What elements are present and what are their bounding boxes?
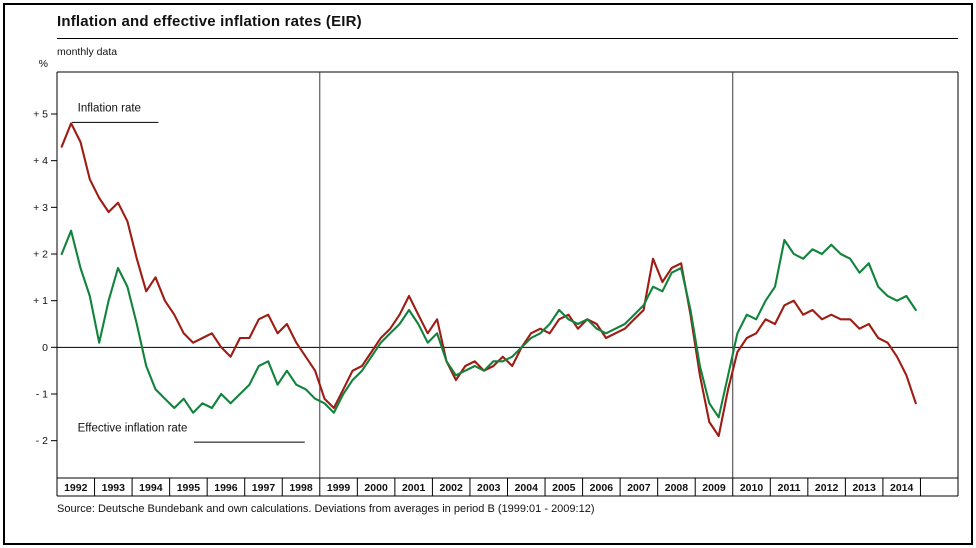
- y-axis-tick-label: + 1: [33, 295, 48, 307]
- x-axis-year-label: 1999: [327, 482, 351, 494]
- x-axis-year-label: 2007: [627, 482, 651, 494]
- x-axis-year-label: 1993: [102, 482, 126, 494]
- y-axis-tick-label: + 2: [33, 249, 48, 261]
- x-axis-year-label: 1992: [64, 482, 88, 494]
- x-axis-year-label: 2001: [402, 482, 426, 494]
- x-axis-year-label: 2012: [815, 482, 839, 494]
- x-axis-year-label: 2003: [477, 482, 501, 494]
- y-axis-tick-label: + 5: [33, 109, 48, 121]
- y-axis-tick-label: - 1: [36, 389, 48, 401]
- title-divider-line: [57, 38, 958, 39]
- chart-title: Inflation and effective inflation rates …: [57, 13, 362, 30]
- y-axis-unit-label: %: [39, 58, 48, 70]
- x-axis-year-label: 2005: [552, 482, 576, 494]
- x-axis-year-label: 2009: [702, 482, 726, 494]
- y-axis-tick-label: 0: [42, 342, 48, 354]
- series-annotation-label: Inflation rate: [78, 103, 141, 115]
- x-axis-year-label: 2011: [778, 482, 801, 494]
- y-axis-tick-label: + 4: [33, 155, 48, 167]
- x-axis-year-label: 2010: [740, 482, 764, 494]
- x-axis-year-label: 2014: [890, 482, 914, 494]
- y-axis-tick-label: - 2: [36, 435, 48, 447]
- x-axis-year-label: 1994: [139, 482, 163, 494]
- inflation-rate-line: [60, 122, 917, 438]
- x-axis-year-label: 1997: [252, 482, 276, 494]
- x-axis-year-label: 2006: [590, 482, 614, 494]
- x-axis-year-label: 1996: [214, 482, 238, 494]
- x-axis-year-label: 2008: [665, 482, 689, 494]
- effective-inflation-rate-line: [60, 229, 917, 419]
- series-annotation-label: Effective inflation rate: [78, 422, 188, 434]
- x-axis-year-label: 1998: [289, 482, 313, 494]
- source-note: Source: Deutsche Bundebank and own calcu…: [57, 503, 595, 515]
- chart-frame: [3, 3, 973, 545]
- y-axis-tick-label: + 3: [33, 202, 48, 214]
- chart-subtitle: monthly data: [57, 46, 118, 58]
- x-axis-year-label: 2000: [364, 482, 388, 494]
- x-axis-year-label: 1995: [177, 482, 201, 494]
- x-axis-year-label: 2002: [440, 482, 464, 494]
- x-axis-year-label: 2013: [852, 482, 876, 494]
- x-axis-year-label: 2004: [515, 482, 539, 494]
